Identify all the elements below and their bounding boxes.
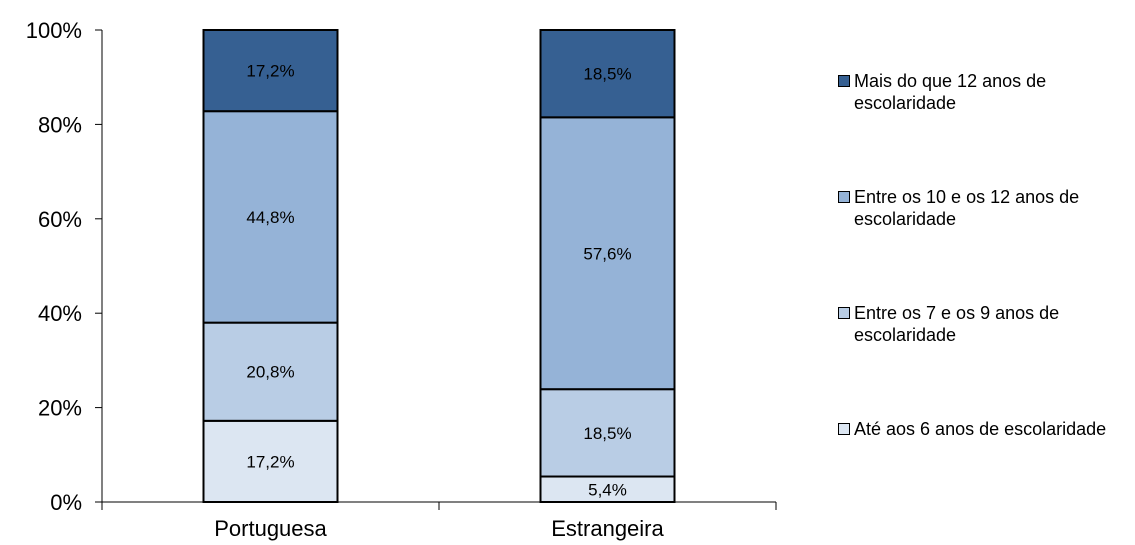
data-label: 5,4% bbox=[588, 480, 627, 499]
data-label: 17,2% bbox=[246, 62, 294, 81]
legend-swatch bbox=[838, 423, 850, 435]
legend-swatch bbox=[838, 75, 850, 87]
legend-item: Entre os 7 e os 9 anos de escolaridade bbox=[838, 302, 1135, 362]
data-label: 57,6% bbox=[583, 244, 631, 263]
bar-segment bbox=[202, 110, 339, 324]
bar-segment bbox=[539, 116, 676, 391]
x-category-label: Estrangeira bbox=[551, 516, 664, 541]
x-axis-ticks: Portuguesa Estrangeira bbox=[101, 502, 777, 541]
y-tick-label: 100% bbox=[26, 18, 82, 43]
bar-segment bbox=[202, 321, 339, 422]
legend-swatch bbox=[838, 191, 850, 203]
y-tick-label: 60% bbox=[38, 207, 82, 232]
legend-swatch bbox=[838, 307, 850, 319]
data-label: 20,8% bbox=[246, 363, 294, 382]
x-category-label: Portuguesa bbox=[214, 516, 327, 541]
y-axis-ticks: 0% 20% 40% 60% 80% 100% bbox=[26, 18, 102, 515]
bars-group bbox=[202, 29, 676, 504]
legend-label: Mais do que 12 anos de escolaridade bbox=[854, 71, 1047, 113]
data-label: 18,5% bbox=[583, 65, 631, 84]
data-label: 44,8% bbox=[246, 208, 294, 227]
bar-segment bbox=[539, 388, 676, 478]
data-label: 17,2% bbox=[246, 452, 294, 471]
legend-item: Mais do que 12 anos de escolaridade bbox=[838, 70, 1135, 130]
y-tick-label: 80% bbox=[38, 112, 82, 137]
legend-label: Entre os 10 e os 12 anos de escolaridade bbox=[854, 187, 1080, 229]
legend: Mais do que 12 anos de escolaridade Entre… bbox=[838, 70, 1135, 534]
bar-segment bbox=[539, 29, 676, 119]
data-labels-group: 17,2% 20,8% 44,8% 17,2% 5,4% 18,5% 57,6% 18,5% bbox=[246, 62, 631, 500]
y-tick-label: 0% bbox=[50, 490, 82, 515]
bar-segment bbox=[202, 29, 339, 113]
legend-item: Até aos 6 anos de escolaridade bbox=[838, 418, 1135, 478]
legend-item: Entre os 10 e os 12 anos de escolaridade bbox=[838, 186, 1135, 246]
data-label: 18,5% bbox=[583, 424, 631, 443]
y-tick-label: 20% bbox=[38, 396, 82, 421]
y-tick-label: 40% bbox=[38, 301, 82, 326]
legend-label: Até aos 6 anos de escolaridade bbox=[854, 419, 1107, 439]
legend-label: Entre os 7 e os 9 anos de escolaridade bbox=[854, 303, 1060, 345]
